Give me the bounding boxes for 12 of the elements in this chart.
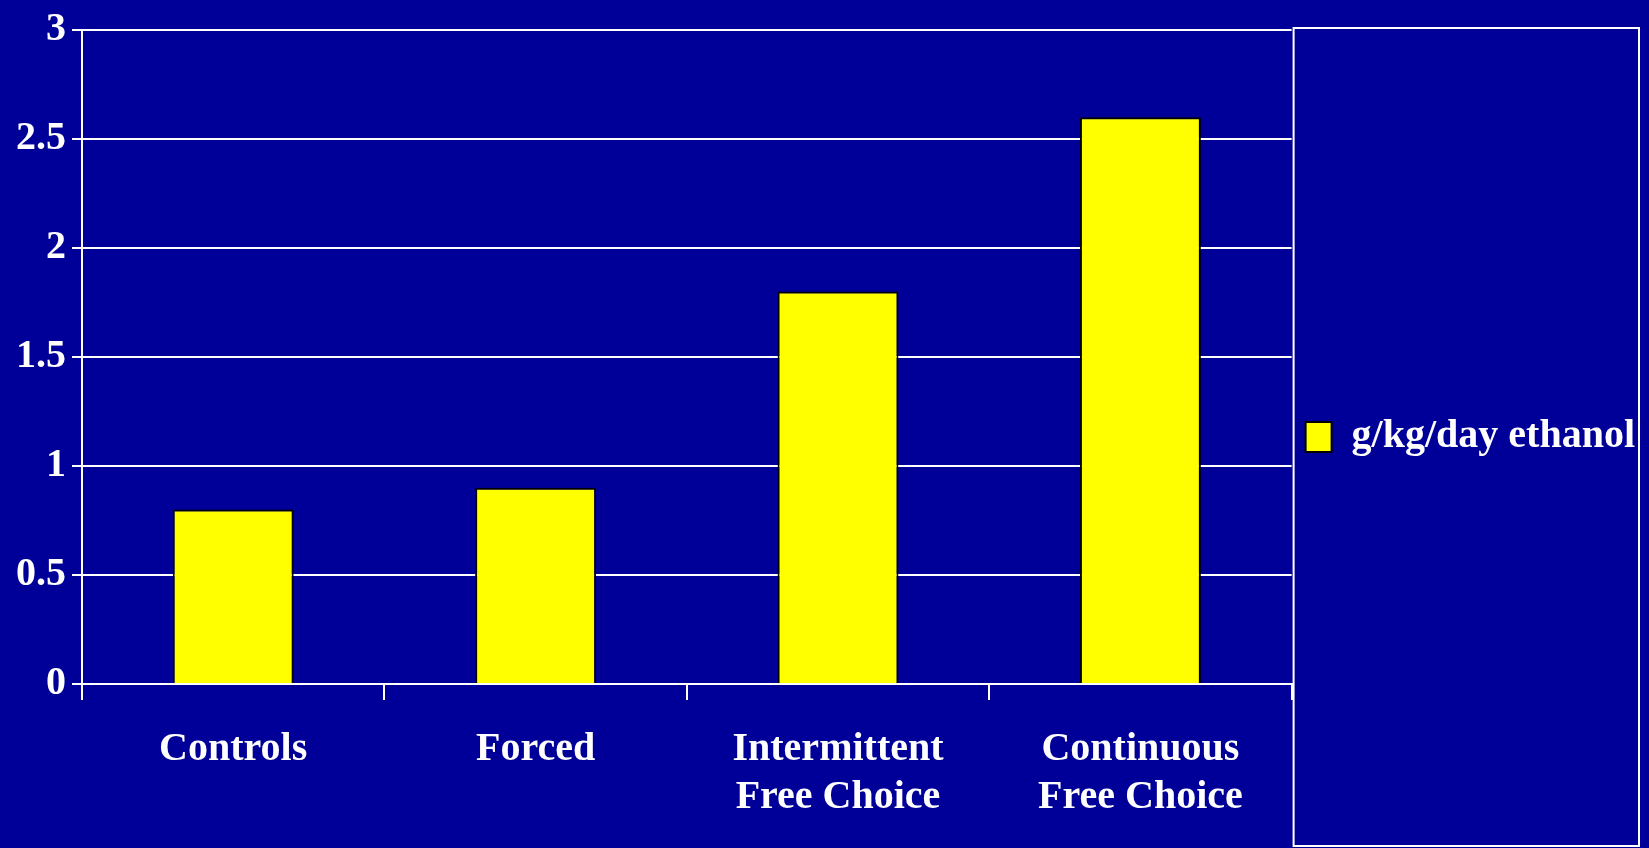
legend-label: g/kg/day ethanol — [1351, 411, 1636, 457]
y-tick-label: 3 — [46, 4, 66, 50]
y-tick-label: 0.5 — [16, 549, 66, 595]
y-tick-label: 0 — [46, 658, 66, 704]
y-tick-label: 1.5 — [16, 331, 66, 377]
y-tick-label: 2.5 — [16, 113, 66, 159]
x-tick-label: Intermittent Free Choice — [732, 724, 945, 818]
x-tick-label: Continuous Free Choice — [1038, 724, 1243, 818]
x-tick-label: Controls — [159, 724, 308, 770]
y-tick-label: 2 — [46, 222, 66, 268]
x-tick-label: Forced — [475, 724, 596, 770]
y-tick-label: 1 — [46, 440, 66, 486]
